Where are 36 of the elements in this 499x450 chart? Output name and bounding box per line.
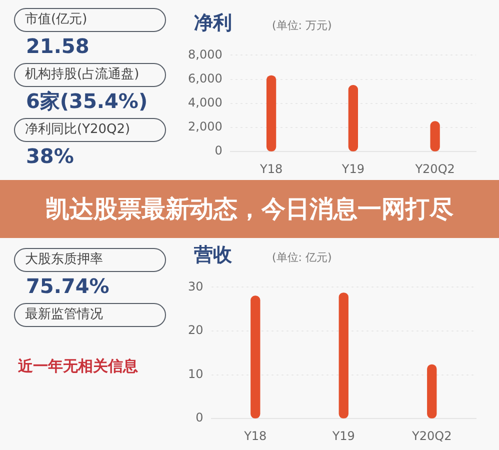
text: 21.58 (26, 34, 90, 58)
x-tick-label: Y19 (331, 428, 355, 443)
y-tick-label: 8,000 (188, 47, 222, 62)
chart-title: 净利 (194, 11, 232, 36)
x-tick-label: Y19 (340, 162, 364, 176)
bar (430, 121, 440, 152)
text: 75.74% (26, 274, 110, 298)
y-tick-label: 0 (214, 144, 222, 158)
y-tick-label: 2,000 (188, 120, 222, 134)
chart-subtitle: (单位: 亿元) (272, 250, 332, 265)
x-tick-label: Y18 (258, 162, 283, 176)
text: 机构持股(占流通盘) (14, 63, 166, 87)
x-tick-label: Y18 (243, 428, 267, 443)
text: 38% (26, 144, 75, 168)
bar (250, 296, 260, 418)
bar (266, 75, 276, 152)
text: 6家(35.4%) (26, 89, 149, 113)
y-tick-label: 0 (196, 410, 204, 425)
bar (338, 292, 348, 418)
y-tick-label: 20 (188, 323, 204, 338)
bar (427, 364, 437, 418)
text: 大股东质押率 (14, 248, 166, 272)
text: 近一年无相关信息 (17, 357, 139, 376)
y-tick-label: 10 (188, 366, 204, 381)
y-tick-label: 4,000 (188, 96, 222, 110)
chart-subtitle: (单位: 万元) (272, 18, 332, 33)
text: 市值(亿元) (14, 8, 166, 32)
chart-title: 营收 (194, 243, 232, 268)
x-tick-label: Y20Q2 (411, 428, 452, 443)
text: 最新监管情况 (14, 303, 166, 327)
text: 凯达股票最新动态，今日消息一网打尽 (46, 194, 454, 225)
y-tick-label: 6,000 (188, 71, 222, 86)
x-tick-label: Y20Q2 (414, 162, 455, 176)
bar (348, 84, 358, 152)
text: 净利同比(Y20Q2) (14, 118, 166, 142)
y-tick-label: 30 (188, 279, 204, 294)
